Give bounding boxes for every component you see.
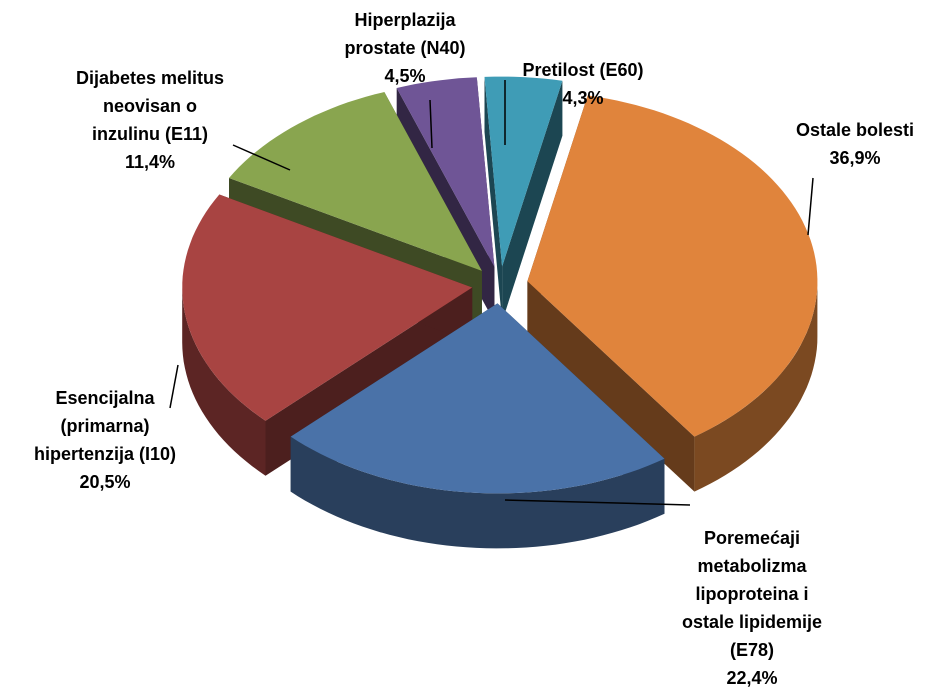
leader-line (807, 177, 814, 236)
slice-side (527, 281, 695, 492)
slice-label: Esencijalna (primarna) hipertenzija (I10… (33, 388, 177, 492)
slice-wall (182, 287, 266, 476)
slice-wall (694, 281, 818, 492)
leader-line (232, 144, 291, 171)
leaders (169, 80, 814, 506)
slice (229, 92, 482, 271)
leader-line (504, 499, 691, 506)
slice (527, 95, 818, 437)
slice-wall (290, 436, 665, 549)
slice-label: Hiperplazija prostate (N40) 4,5% (344, 10, 466, 86)
slice (182, 194, 473, 421)
slice-side (484, 76, 503, 322)
slice-label: Pretilost (E60) 4,3% (522, 60, 644, 108)
slice (396, 77, 495, 267)
slice (290, 303, 665, 494)
slice (484, 76, 563, 267)
slice-side (502, 80, 563, 322)
slice-label: Ostale bolesti 36,9% (795, 120, 915, 168)
leader-line (429, 99, 433, 149)
slices (182, 76, 818, 549)
slice-label: Dijabetes melitus neovisan o inzulinu (E… (75, 68, 225, 172)
leader-line (169, 364, 179, 409)
slice-label: Poremećaji metabolizma lipoproteina i os… (681, 528, 823, 688)
